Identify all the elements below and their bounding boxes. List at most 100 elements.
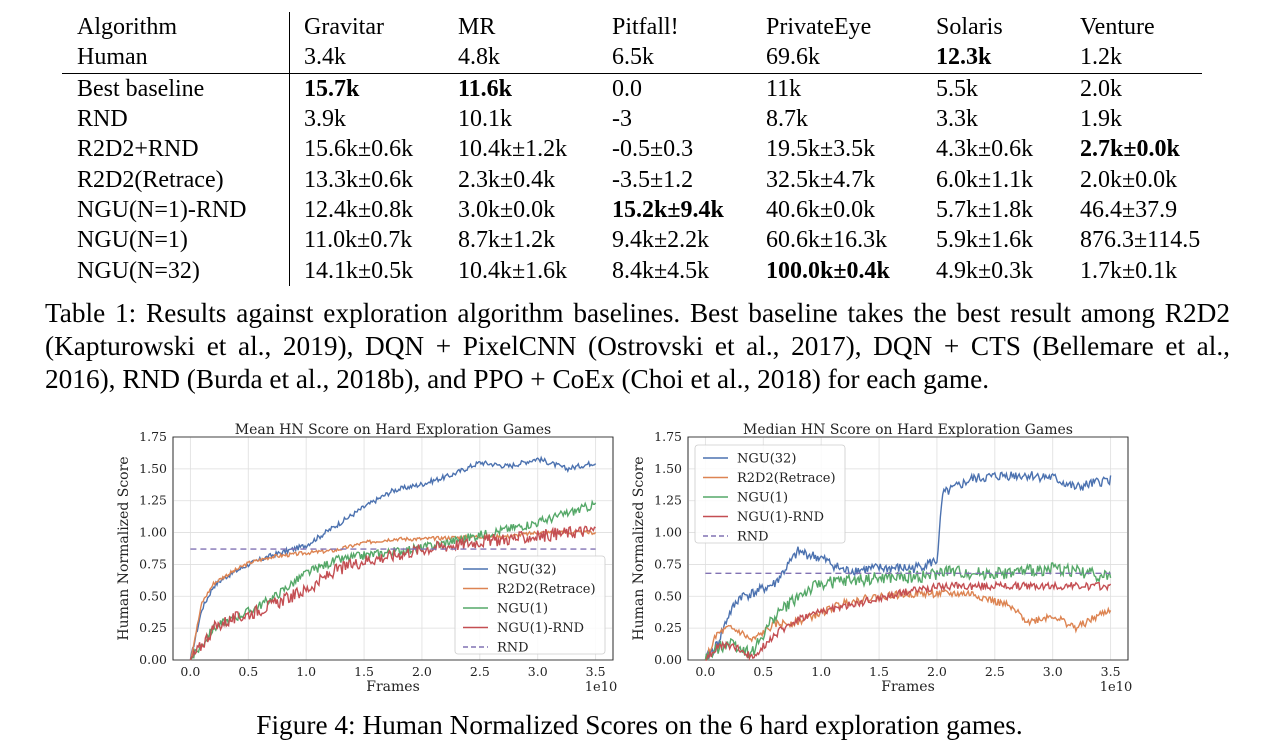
table-cell: -0.5±0.3 [612,136,694,163]
table-cell: 14.1k±0.5k [304,257,414,284]
table-cell: 11.6k [458,75,513,102]
table-row: R2D2+RND 15.6k±0.6k 10.4k±1.2k -0.5±0.3 19.5… [62,134,1202,165]
legend-label: R2D2(Retrace) [497,582,596,597]
row-label: Best baseline [62,73,290,104]
table-cell: 4.9k±0.3k [936,257,1034,284]
x-tick-label: 1.5 [869,664,889,679]
legend-label: RND [497,641,529,656]
table-cell: 876.3±114.5 [1080,227,1201,254]
x-tick-label: 0.0 [180,664,200,679]
plot-frame [687,436,1129,661]
table-row: Human 3.4k 4.8k 6.5k 69.6k 12.3k 1.2k [62,42,1202,74]
x-tick-label: 3.5 [586,664,606,679]
table-row: NGU(N=1)-RND 12.4k±0.8k 3.0k±0.0k 15.2k±9.4… [62,194,1202,226]
table-cell: 9.4k±2.2k [612,227,710,254]
legend: NGU(32) R2D2(Retrace) NGU(1) NGU(1)-RND RND [694,444,846,545]
legend-label: NGU(32) [737,452,796,467]
table-cell: 6.0k±1.1k [936,166,1034,193]
table-cell: 2.0k±0.0k [1080,166,1178,193]
figure-caption: Figure 4: Human Normalized Scores on the… [256,710,1023,740]
series-line [704,561,1112,661]
series-line [704,471,1112,661]
table-cell: 3.3k [936,106,978,133]
table-cell: 46.4±37.9 [1080,196,1178,223]
x-axis-multiplier: 1e10 [1100,680,1133,695]
y-tick-label: 1.75 [139,429,167,444]
table-row: R2D2(Retrace) 13.3k±0.6k 2.3k±0.4k -3.5±1.2… [62,164,1202,195]
table-cell: 3.9k [304,106,346,133]
y-tick-label: 0.50 [139,588,167,603]
legend-label: RND [737,530,769,545]
chart-title: Median HN Score on Hard Exploration Game… [743,422,1073,438]
results-table-body: Algorithm Gravitar MR Pitfall! PrivateEye Sol… [62,12,1202,286]
table-cell: 12.4k±0.8k [304,196,414,223]
y-tick-label: 0.00 [139,652,167,667]
table-row: NGU(N=1) 11.0k±0.7k 8.7k±1.2k 9.4k±2.2k 60.6… [62,225,1202,256]
y-tick-label: 1.00 [654,525,682,540]
table-caption: Table 1: Results against exploration alg… [45,298,1230,394]
legend-box [694,444,846,544]
y-tick-label: 0.75 [139,556,167,571]
y-tick-label: 0.00 [654,652,682,667]
table-cell: Gravitar [304,14,384,41]
legend-label: NGU(1) [737,491,788,506]
row-label: NGU(N=1) [62,225,290,256]
table-cell: 6.5k [598,42,752,74]
table-cell: Venture [1080,14,1155,41]
x-tick-label: 2.5 [470,664,490,679]
table-cell: 3.4k [289,42,444,74]
table-cell: -3 [612,106,632,133]
table-cell: 8.7k±1.2k [458,227,556,254]
table-cell: 10.4k±1.2k [458,136,568,163]
table-cell: 5.5k [936,75,978,102]
legend-label: NGU(1)-RND [737,510,824,525]
y-tick-label: 0.75 [654,556,682,571]
x-tick-label: 1.0 [811,664,831,679]
table-cell: 8.7k [766,106,808,133]
legend-label: NGU(32) [497,563,556,578]
x-tick-label: 0.5 [753,664,773,679]
legend-box [454,555,606,655]
table-cell: 1.7k±0.1k [1080,257,1178,284]
table-cell: 2.0k [1080,75,1122,102]
table-cell: 2.7k±0.0k [1080,136,1180,163]
table-cell: 2.3k±0.4k [458,166,556,193]
row-label: NGU(N=1)-RND [62,194,290,226]
table-cell: Pitfall! [612,14,679,41]
x-tick-label: 1.5 [354,664,374,679]
series-line [189,499,597,661]
legend: NGU(32) R2D2(Retrace) NGU(1) NGU(1)-RND RND [454,555,606,656]
table-cell: MR [458,14,496,41]
x-tick-label: 0.0 [695,664,715,679]
table-cell: 0.0 [612,75,642,102]
table-cell: 13.3k±0.6k [304,166,414,193]
row-label: R2D2+RND [62,134,290,165]
row-label: Human [62,42,290,74]
x-tick-label: 2.5 [985,664,1005,679]
y-tick-label: 0.50 [654,588,682,603]
x-tick-label: 0.5 [238,664,258,679]
x-axis-label: Frames [881,679,935,695]
table-cell: 5.9k±1.6k [936,227,1034,254]
table-header-row: Algorithm Gravitar MR Pitfall! PrivateEye Sol… [62,12,1202,43]
x-axis-label: Frames [366,679,420,695]
table-cell: 8.4k±4.5k [612,257,710,284]
table-cell: -3.5±1.2 [612,166,694,193]
table-cell: 11.0k±0.7k [304,227,413,254]
y-tick-label: 0.25 [139,620,167,635]
y-axis-label: Human Normalized Score [116,456,132,640]
table-cell: 40.6k±0.0k [766,196,876,223]
x-axis-multiplier: 1e10 [585,680,618,695]
y-tick-label: 1.50 [139,461,167,476]
table-cell: 5.7k±1.8k [936,196,1034,223]
y-tick-label: 0.25 [654,620,682,635]
table-row: RND 3.9k 10.1k -3 8.7k 3.3k 1.9k [62,103,1202,135]
y-tick-label: 1.00 [139,525,167,540]
table-cell: 4.8k [444,42,598,74]
table-row: Best baseline 15.7k 11.6k 0.0 11k 5.5k 2.0k [62,73,1202,104]
table-row: NGU(N=32) 14.1k±0.5k 10.4k±1.6k 8.4k±4.5k 10… [62,255,1202,286]
legend-label: R2D2(Retrace) [737,471,836,486]
x-tick-label: 3.5 [1101,664,1121,679]
table-cell: Solaris [936,14,1003,41]
table-cell: 10.4k±1.6k [458,257,568,284]
